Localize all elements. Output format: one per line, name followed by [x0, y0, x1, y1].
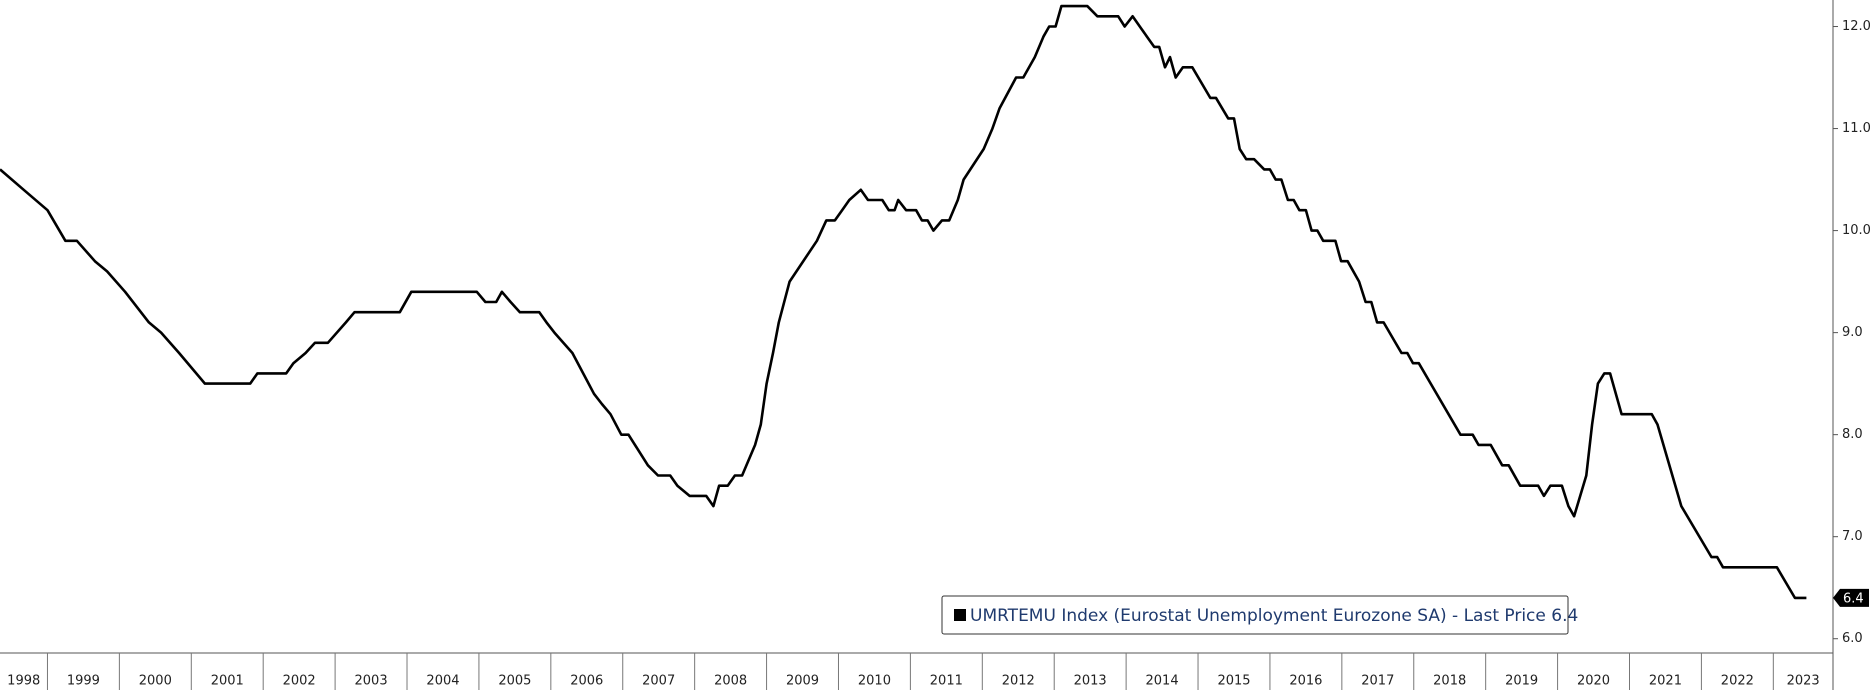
x-tick-label: 2011	[930, 674, 963, 689]
x-tick-label: 2022	[1721, 674, 1754, 689]
y-tick-label: 8.0	[1842, 427, 1863, 442]
x-tick-label: 2004	[426, 674, 459, 689]
x-tick-label: 2023	[1787, 674, 1820, 689]
x-tick-label: 2014	[1146, 674, 1179, 689]
x-tick-label: 2010	[858, 674, 891, 689]
y-tick-label: 10.0	[1842, 223, 1870, 238]
last-price-label: 6.4	[1843, 591, 1864, 606]
series-line	[0, 4, 1807, 600]
y-tick-label: 11.0	[1842, 121, 1870, 136]
x-tick-label: 2017	[1361, 674, 1394, 689]
x-tick-label: 2000	[139, 674, 172, 689]
x-tick-label: 1999	[67, 674, 100, 689]
y-tick-label: 9.0	[1842, 325, 1863, 340]
last-price-marker	[1833, 588, 1869, 607]
x-tick-label: 2013	[1074, 674, 1107, 689]
x-tick-label: 2007	[642, 674, 675, 689]
x-tick-label: 2020	[1577, 674, 1610, 689]
x-tick-label: 2016	[1289, 674, 1322, 689]
x-tick-label: 2003	[355, 674, 388, 689]
legend-swatch	[954, 609, 966, 621]
x-tick-label: 1998	[7, 674, 40, 689]
y-tick-label: 12.0	[1842, 19, 1870, 34]
x-tick-label: 2005	[498, 674, 531, 689]
legend-text: UMRTEMU Index (Eurostat Unemployment Eur…	[970, 606, 1578, 626]
y-tick-label: 6.0	[1842, 631, 1863, 646]
x-tick-label: 2012	[1002, 674, 1035, 689]
x-tick-label: 2001	[211, 674, 244, 689]
x-tick-label: 2015	[1217, 674, 1250, 689]
x-tick-label: 2006	[570, 674, 603, 689]
x-tick-label: 2002	[283, 674, 316, 689]
last-price-tag: 6.4	[1833, 588, 1869, 607]
legend: UMRTEMU Index (Eurostat Unemployment Eur…	[941, 595, 1578, 635]
y-tick-label: 7.0	[1842, 529, 1863, 544]
x-tick-label: 2009	[786, 674, 819, 689]
x-tick-label: 2018	[1433, 674, 1466, 689]
legend-box	[941, 595, 1569, 635]
x-tick-label: 2019	[1505, 674, 1538, 689]
x-tick-label: 2021	[1649, 674, 1682, 689]
x-tick-label: 2008	[714, 674, 747, 689]
